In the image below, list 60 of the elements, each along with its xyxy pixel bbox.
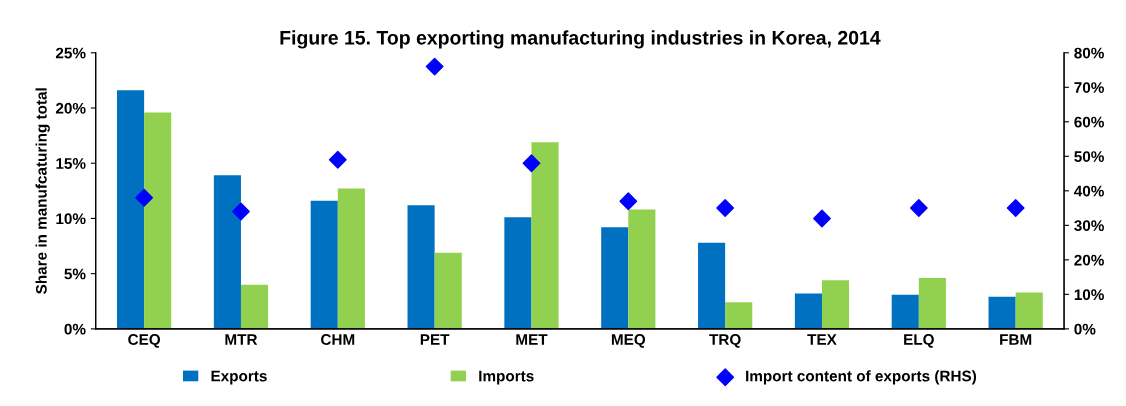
legend-label: Import content of exports (RHS): [746, 370, 977, 385]
bar: [144, 112, 172, 329]
x-tick-label: CHM: [321, 334, 355, 345]
y-tick-label: 5%: [64, 268, 86, 280]
point: [232, 202, 250, 221]
legend-label: Imports: [479, 370, 534, 385]
bar: [918, 278, 946, 329]
point: [813, 209, 831, 228]
y2-tick-label: 50%: [1074, 151, 1104, 162]
x-tick-label: TEX: [807, 334, 837, 345]
bar: [531, 142, 559, 329]
x-tick-label: MEQ: [611, 334, 646, 348]
bar: [213, 175, 241, 329]
y2-tick-label: 40%: [1074, 185, 1104, 197]
y-axis-title: Share in manufcaturing total: [35, 88, 50, 294]
y2-tick-label: 70%: [1074, 82, 1104, 93]
bar: [628, 209, 656, 329]
bar: [988, 296, 1016, 329]
y-tick-label: 0%: [64, 323, 86, 335]
x-tick-label: PET: [420, 334, 450, 345]
x-tick-label: ELQ: [904, 334, 934, 348]
bar: [891, 294, 919, 329]
bar: [407, 205, 435, 329]
y-tick-label: 10%: [56, 213, 86, 225]
bar: [240, 284, 269, 329]
x-tick-label: FBM: [1000, 334, 1032, 345]
point: [425, 57, 444, 76]
point: [619, 192, 638, 211]
bar: [821, 280, 850, 329]
point: [135, 188, 154, 207]
y2-tick-label: 20%: [1074, 254, 1104, 266]
bar: [504, 217, 532, 329]
y-tick-label: 20%: [55, 102, 86, 114]
legend-label: Exports: [211, 370, 267, 385]
point: [1006, 199, 1025, 217]
chart-title: Figure 15. Top exporting manufacturing industries in Korea, 2014: [280, 30, 881, 49]
bar: [117, 90, 145, 329]
point: [716, 199, 735, 217]
x-tick-label: MET: [516, 334, 548, 345]
x-tick-label: MTR: [225, 334, 258, 345]
bar: [434, 252, 462, 329]
y2-tick-label: 10%: [1074, 289, 1104, 301]
bar: [310, 200, 338, 329]
y2-tick-label: 80%: [1074, 47, 1104, 59]
y2-tick-label: 0%: [1074, 323, 1096, 335]
x-tick-label: TRQ: [709, 334, 741, 348]
bar: [1015, 292, 1043, 329]
x-tick-label: CEQ: [128, 334, 161, 348]
point: [328, 150, 347, 169]
bar: [337, 188, 365, 329]
bar: [601, 227, 629, 329]
y-tick-label: 25%: [55, 47, 86, 59]
point: [909, 199, 928, 217]
y2-tick-label: 30%: [1074, 220, 1104, 232]
point: [522, 154, 541, 173]
y-tick-label: 15%: [56, 158, 86, 169]
bar: [698, 242, 726, 329]
y2-tick-label: 60%: [1074, 116, 1104, 128]
bar: [794, 293, 822, 329]
bar: [725, 302, 753, 329]
